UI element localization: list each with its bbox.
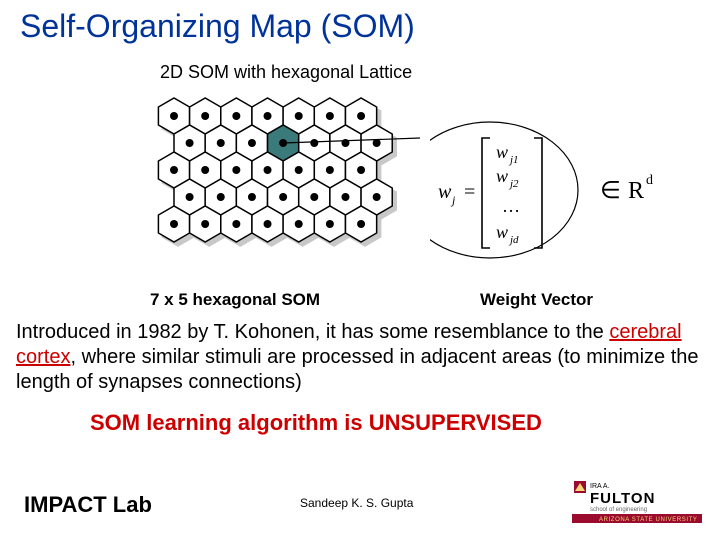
weight-vector-formula: wj=wj1wj2…wjd∈Rd [430,120,690,270]
unsupervised-line: SOM learning algorithm is UNSUPERVISED [90,410,542,436]
slide-subtitle: 2D SOM with hexagonal Lattice [160,62,412,83]
body-pre: Introduced in 1982 by T. Kohonen, it has… [16,321,609,343]
logo-top: IRA A. [590,483,610,490]
svg-text:w: w [496,142,508,162]
svg-text:w: w [496,222,508,242]
svg-text:jd: jd [508,234,519,246]
footer-author: Sandeep K. S. Gupta [300,496,413,510]
hex-lattice-diagram [150,92,420,287]
svg-text:j2: j2 [508,178,519,190]
svg-text:∈: ∈ [600,178,621,204]
body-paragraph: Introduced in 1982 by T. Kohonen, it has… [16,320,706,395]
logo-name: FULTON [590,490,655,507]
body-post: , where similar stimuli are processed in… [16,346,699,393]
asu-fulton-logo: IRA A. FULTON school of engineering ARIZ… [572,479,702,528]
svg-text:R: R [628,178,644,204]
svg-text:=: = [464,181,475,203]
svg-text:j1: j1 [508,154,519,166]
logo-sub: school of engineering [590,507,647,513]
slide-title: Self-Organizing Map (SOM) [20,8,415,45]
footer-lab: IMPACT Lab [24,492,152,518]
caption-weight-vector: Weight Vector [480,290,593,310]
logo-uni: ARIZONA STATE UNIVERSITY [599,517,698,523]
footer: IMPACT Lab Sandeep K. S. Gupta IRA A. FU… [0,480,720,540]
caption-lattice: 7 x 5 hexagonal SOM [150,290,320,310]
svg-text:d: d [646,173,653,188]
weight-vector-area: wj=wj1wj2…wjd∈Rd [430,120,690,275]
svg-text:w: w [496,166,508,186]
svg-text:w: w [438,181,452,203]
svg-text:…: … [502,196,520,216]
